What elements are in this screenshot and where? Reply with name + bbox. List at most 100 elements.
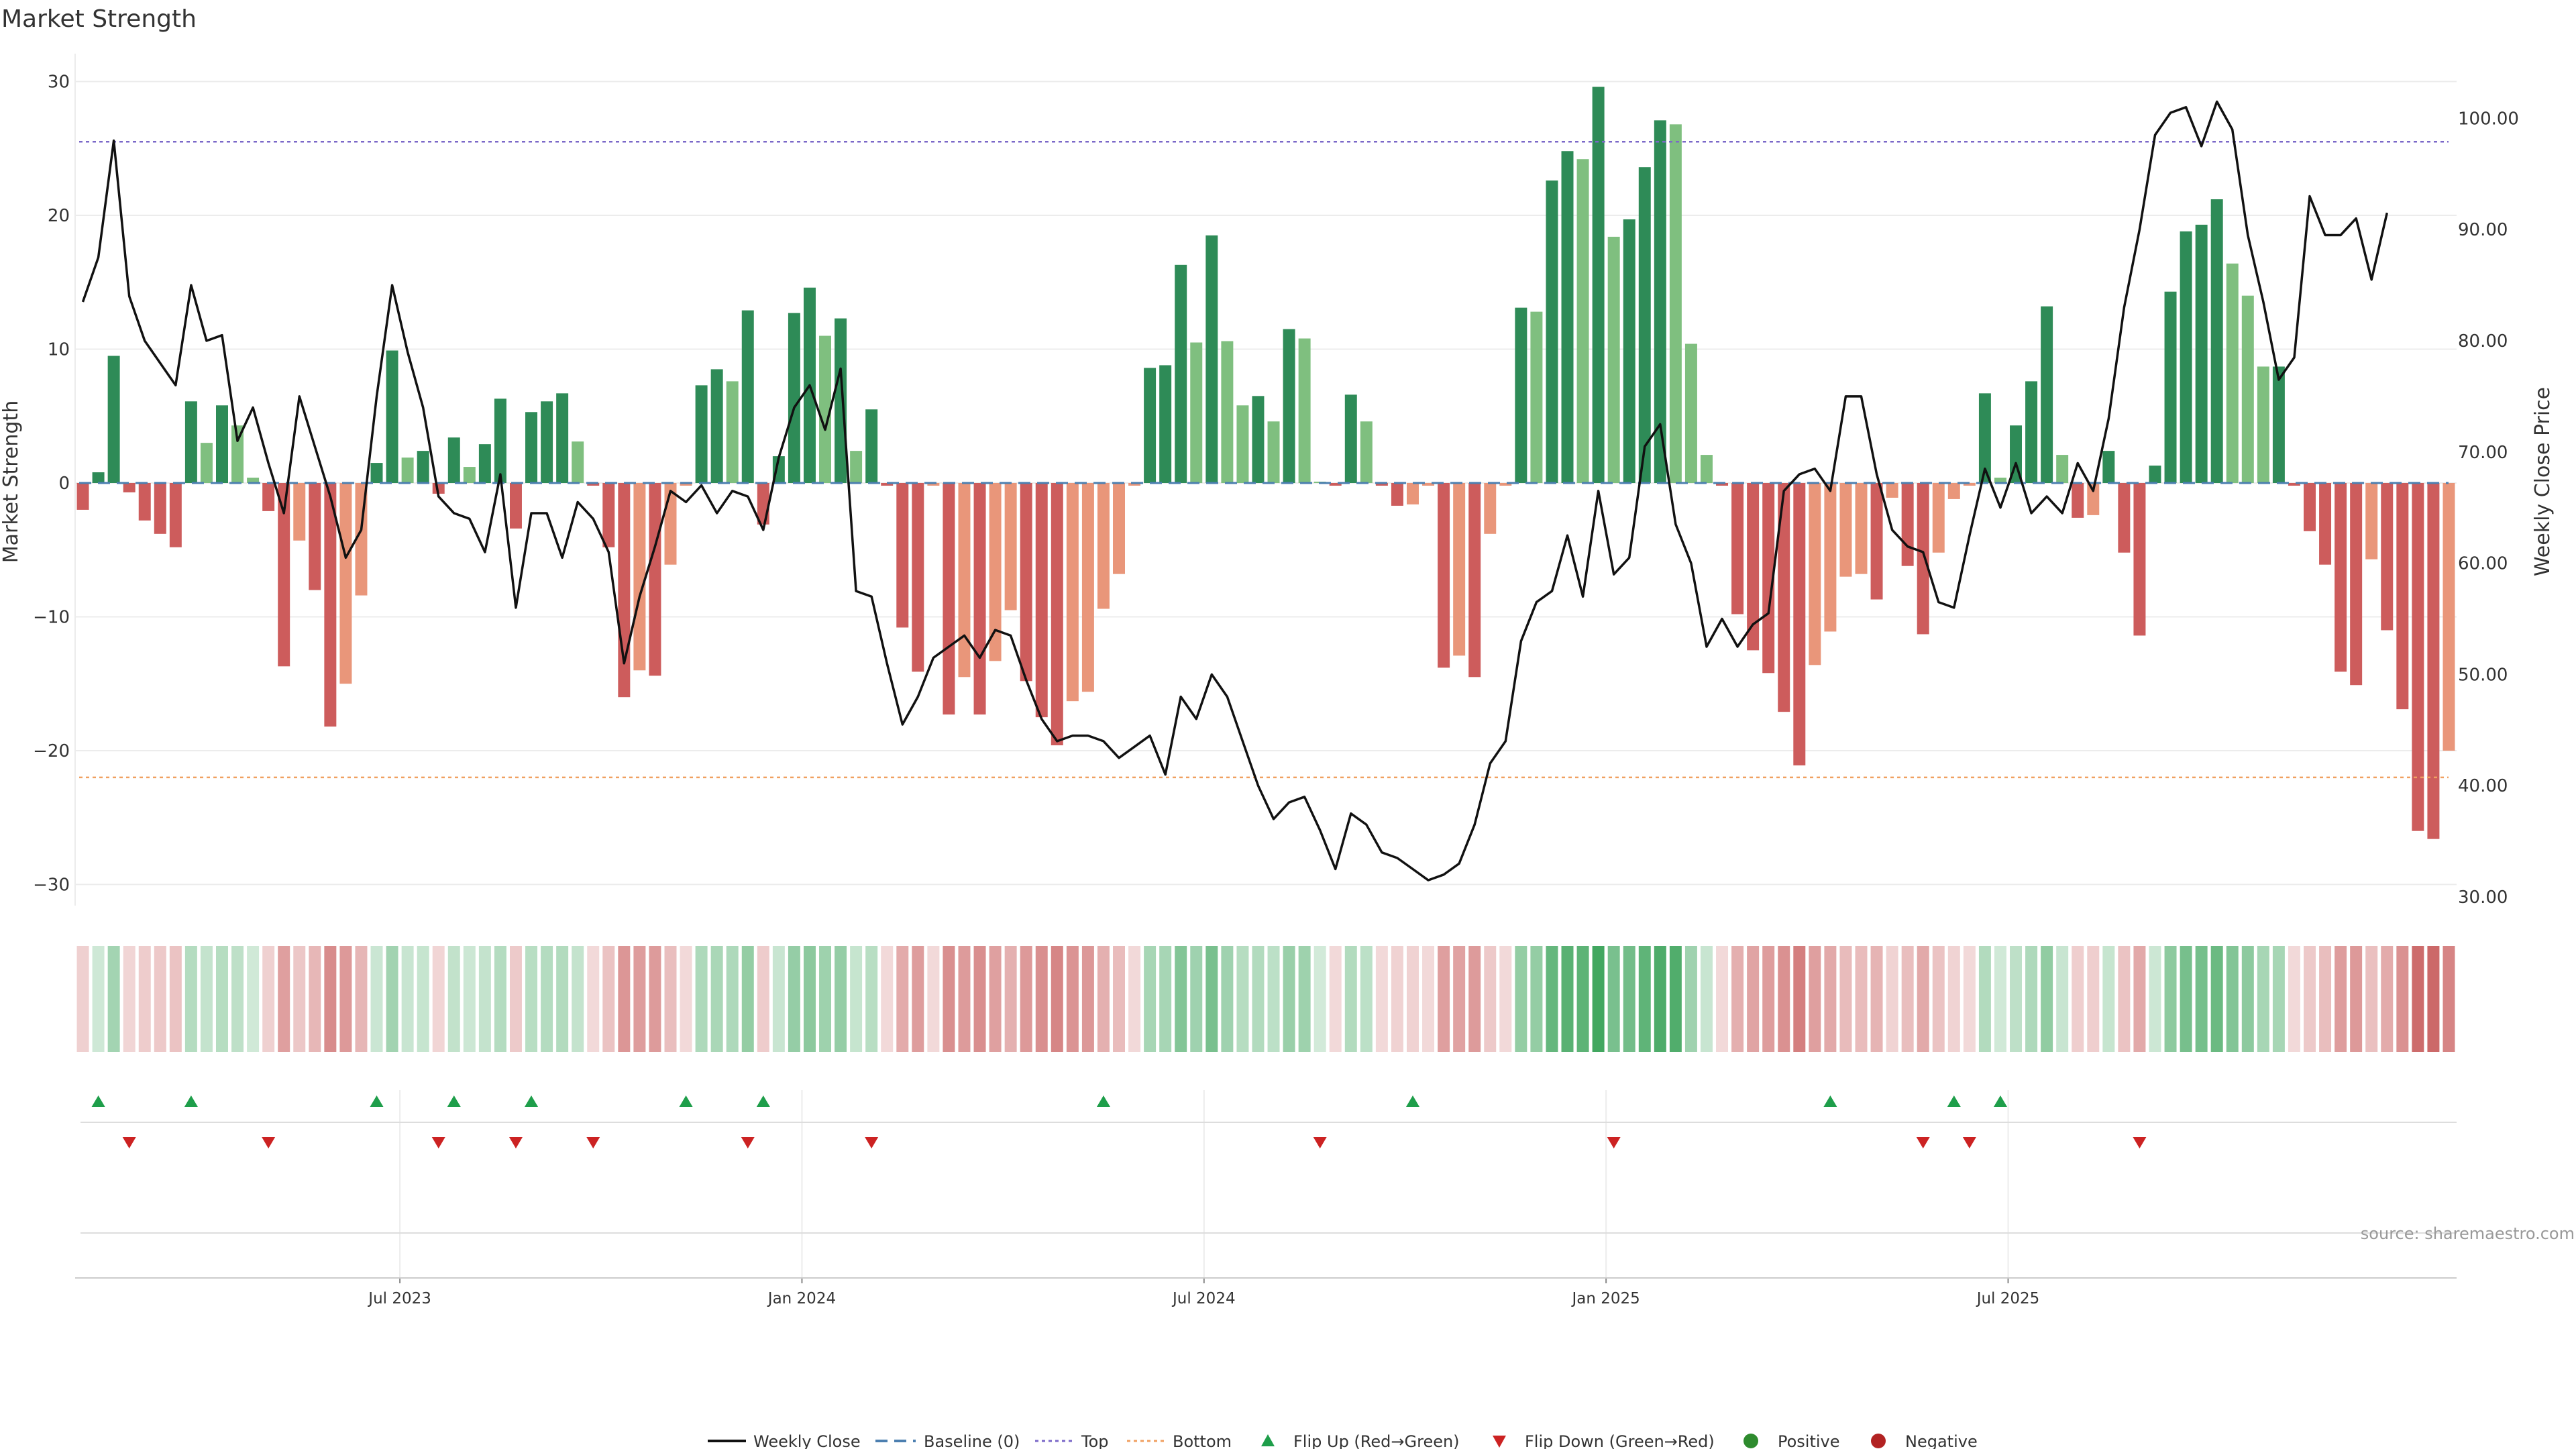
heat-cell: [1917, 946, 1929, 1052]
strength-bar: [1654, 120, 1666, 484]
strength-bar: [2427, 483, 2440, 839]
legend-positive-swatch: [1743, 1434, 1758, 1448]
axis-labels: 30 20 10 0 −10 −20 −30 100.00 90.00 80.00 70.00 60.…: [33, 72, 2519, 1308]
flip-down-marker: [508, 1137, 523, 1148]
strength-bar: [556, 393, 569, 483]
heat-cell: [2025, 946, 2038, 1052]
heat-cell: [1329, 946, 1342, 1052]
heat-cell: [1113, 946, 1125, 1052]
strength-bar: [541, 401, 553, 483]
strength-bar: [680, 483, 692, 486]
heat-cell: [1097, 946, 1110, 1052]
heat-cell: [1669, 946, 1682, 1052]
strength-bar: [1283, 329, 1295, 483]
strength-bar: [1159, 365, 1172, 483]
strength-bar: [710, 369, 723, 483]
legend-bottom: Bottom: [1127, 1432, 1232, 1449]
y-tick-label: −10: [33, 608, 70, 628]
heat-cell: [1375, 946, 1388, 1052]
strength-bar: [2056, 455, 2069, 483]
heat-cell: [2427, 946, 2440, 1052]
strength-bar: [881, 483, 894, 486]
heat-cell: [509, 946, 522, 1052]
heat-cell: [1561, 946, 1574, 1052]
strength-bar: [1252, 396, 1265, 483]
heat-cell: [602, 946, 615, 1052]
heat-cell: [401, 946, 414, 1052]
flip-down-marker: [431, 1137, 445, 1148]
strength-bar: [1484, 483, 1497, 534]
heat-cell: [989, 946, 1002, 1052]
strength-bar: [1932, 483, 1945, 553]
strength-bar: [1839, 483, 1852, 577]
strength-bar: [927, 483, 940, 486]
legend-flip-down: Flip Down (Green→Red): [1493, 1432, 1715, 1449]
heat-cell: [2412, 946, 2424, 1052]
strength-bar: [184, 401, 197, 483]
flip-up-marker: [447, 1095, 461, 1107]
heat-cell: [1484, 946, 1497, 1052]
strength-bar: [216, 405, 228, 483]
heat-cell: [1391, 946, 1403, 1052]
heat-cell: [2041, 946, 2053, 1052]
strength-bar: [123, 483, 136, 492]
heat-cell: [1468, 946, 1481, 1052]
heat-cell: [1252, 946, 1265, 1052]
heat-cell: [463, 946, 476, 1052]
strength-bar: [1607, 236, 1620, 483]
legend: Weekly Close Baseline (0) Top Bottom Flip Up…: [708, 1432, 1978, 1449]
heat-cell: [1530, 946, 1543, 1052]
strength-bar: [525, 412, 538, 483]
strength-bar: [1561, 151, 1574, 484]
strength-bar: [2210, 199, 2223, 483]
strength-bar: [2041, 306, 2053, 483]
heat-cell: [1747, 946, 1760, 1052]
heat-cell: [432, 946, 445, 1052]
heat-cell: [788, 946, 800, 1052]
x-tick-label: Jul 2024: [1171, 1290, 1236, 1307]
heat-cell: [2381, 946, 2394, 1052]
heat-cell: [1236, 946, 1249, 1052]
heat-cell: [1978, 946, 1991, 1052]
flip-up-marker: [525, 1095, 539, 1107]
y-tick-label: 20: [48, 206, 70, 226]
heat-cell: [2365, 946, 2378, 1052]
strength-bar: [1978, 393, 1991, 483]
heat-cell: [1947, 946, 1960, 1052]
strength-bar: [2072, 483, 2084, 518]
heat-cell: [478, 946, 491, 1052]
strength-bar: [1375, 483, 1388, 486]
strength-bar: [1886, 483, 1898, 498]
y-axis-label: Market Strength: [0, 400, 23, 563]
y-tick-label: 0: [58, 474, 70, 494]
strength-bar: [76, 483, 89, 510]
heat-cell: [1144, 946, 1157, 1052]
legend-bottom-label: Bottom: [1173, 1432, 1232, 1449]
heat-cell: [1638, 946, 1651, 1052]
heat-cell: [1360, 946, 1373, 1052]
strength-bar: [587, 483, 600, 486]
strength-bar: [262, 483, 275, 511]
heat-cell: [1576, 946, 1589, 1052]
strength-bar: [2241, 295, 2254, 483]
strength-bar: [1298, 338, 1311, 483]
heat-cell: [2164, 946, 2177, 1052]
strength-bar: [1128, 483, 1141, 486]
strength-bar: [1329, 483, 1342, 486]
strength-bar: [2149, 466, 2161, 483]
heat-cell: [572, 946, 584, 1052]
heat-strip: [76, 946, 2455, 1052]
strength-bar: [92, 472, 105, 483]
strength-bar: [1453, 483, 1466, 656]
heat-cell: [1283, 946, 1295, 1052]
heat-cell: [154, 946, 166, 1052]
legend-negative-swatch: [1871, 1434, 1886, 1448]
strength-bar: [1963, 483, 1976, 486]
heat-cell: [2396, 946, 2409, 1052]
heat-cell: [2180, 946, 2192, 1052]
heat-cell: [1546, 946, 1558, 1052]
strength-bar: [2102, 451, 2115, 483]
strength-bar: [2288, 483, 2300, 486]
strength-bar: [1809, 483, 1821, 665]
